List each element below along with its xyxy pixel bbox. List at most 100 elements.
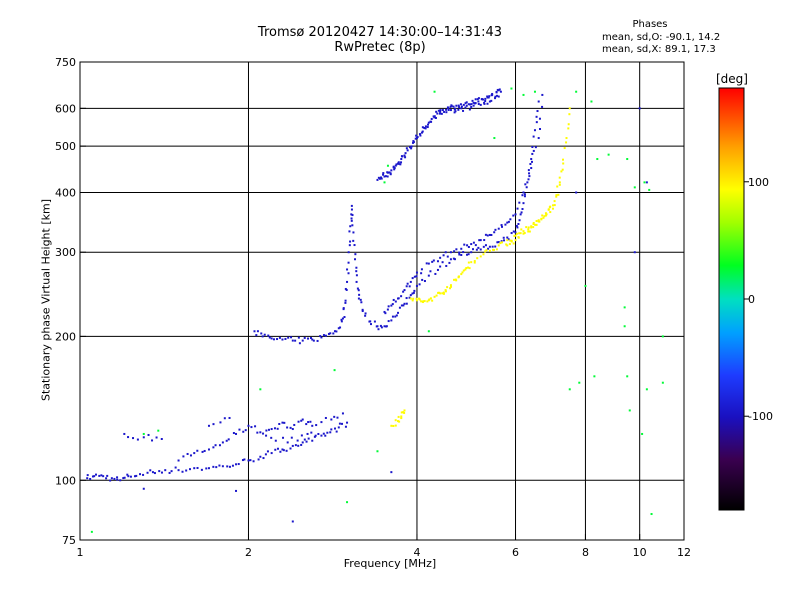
data-point xyxy=(455,104,458,107)
data-point xyxy=(227,438,230,441)
data-point xyxy=(522,202,525,205)
data-point xyxy=(519,213,522,216)
data-point xyxy=(303,336,306,339)
data-point xyxy=(491,245,494,248)
data-point xyxy=(274,448,277,451)
data-point xyxy=(541,93,544,96)
data-point xyxy=(486,95,489,98)
data-point xyxy=(429,270,432,273)
data-point xyxy=(431,260,434,263)
data-point xyxy=(488,95,491,98)
data-point xyxy=(463,243,466,246)
data-point xyxy=(623,325,626,328)
data-point xyxy=(406,282,409,285)
data-point xyxy=(532,135,535,138)
data-point xyxy=(231,464,234,467)
data-point xyxy=(398,420,401,423)
data-point xyxy=(557,193,560,196)
data-point xyxy=(509,218,512,221)
data-point xyxy=(427,262,430,265)
data-point xyxy=(311,439,314,442)
data-point xyxy=(484,244,487,247)
data-point xyxy=(402,304,405,307)
data-point xyxy=(528,230,531,233)
data-point xyxy=(454,107,457,110)
data-point xyxy=(301,418,304,421)
data-point xyxy=(259,431,262,434)
data-point xyxy=(247,459,250,462)
data-point xyxy=(89,478,92,481)
x-tick-label: 10 xyxy=(633,546,647,559)
data-point xyxy=(196,449,199,452)
data-point xyxy=(151,439,154,442)
data-point xyxy=(411,299,414,302)
data-point xyxy=(623,306,626,309)
data-point xyxy=(408,285,411,288)
data-point xyxy=(268,336,271,339)
data-point xyxy=(181,470,184,473)
grid-lines xyxy=(80,62,684,540)
data-point xyxy=(532,221,535,224)
data-point xyxy=(434,116,437,119)
data-point xyxy=(453,250,456,253)
data-point xyxy=(507,220,510,223)
data-point xyxy=(336,416,339,419)
data-point xyxy=(349,240,352,243)
data-point xyxy=(479,239,482,242)
data-point xyxy=(429,297,432,300)
data-point xyxy=(270,436,273,439)
data-point xyxy=(442,291,445,294)
data-point xyxy=(263,333,266,336)
data-point xyxy=(301,441,304,444)
data-point xyxy=(470,103,473,106)
data-point xyxy=(426,300,429,303)
data-point xyxy=(449,258,452,261)
data-point xyxy=(355,266,358,269)
data-point xyxy=(534,223,537,226)
data-point xyxy=(218,464,221,467)
data-point xyxy=(177,459,180,462)
data-point xyxy=(535,223,538,226)
data-point xyxy=(453,278,456,281)
data-point xyxy=(383,181,386,184)
data-point xyxy=(397,161,400,164)
data-point xyxy=(243,458,246,461)
data-point xyxy=(369,323,372,326)
data-point xyxy=(219,421,222,424)
data-point xyxy=(512,230,515,233)
data-point xyxy=(484,97,487,100)
data-point xyxy=(294,444,297,447)
data-point xyxy=(382,173,385,176)
data-point xyxy=(395,314,398,317)
y-tick-label: 750 xyxy=(55,56,76,69)
data-point xyxy=(514,234,517,237)
data-point xyxy=(442,254,445,257)
phase-colorbar xyxy=(718,87,745,511)
data-point xyxy=(397,420,400,423)
data-point xyxy=(223,417,226,420)
data-point xyxy=(494,245,497,248)
data-point xyxy=(492,248,495,251)
data-point xyxy=(551,207,554,210)
data-point xyxy=(420,272,423,275)
data-point xyxy=(406,149,409,152)
data-point xyxy=(386,164,389,167)
data-point xyxy=(449,105,452,108)
data-point xyxy=(510,232,513,235)
data-point xyxy=(324,334,327,337)
data-point xyxy=(474,244,477,247)
data-point xyxy=(508,243,511,246)
data-point xyxy=(538,117,541,120)
data-point xyxy=(442,292,445,295)
data-point xyxy=(397,311,400,314)
data-point xyxy=(146,471,149,474)
data-point xyxy=(500,240,503,243)
data-point xyxy=(404,156,407,159)
data-point xyxy=(151,471,154,474)
data-point xyxy=(439,265,442,268)
data-point xyxy=(435,294,438,297)
data-point xyxy=(347,272,350,275)
data-point xyxy=(305,440,308,443)
data-point xyxy=(460,273,463,276)
data-point xyxy=(527,178,530,181)
